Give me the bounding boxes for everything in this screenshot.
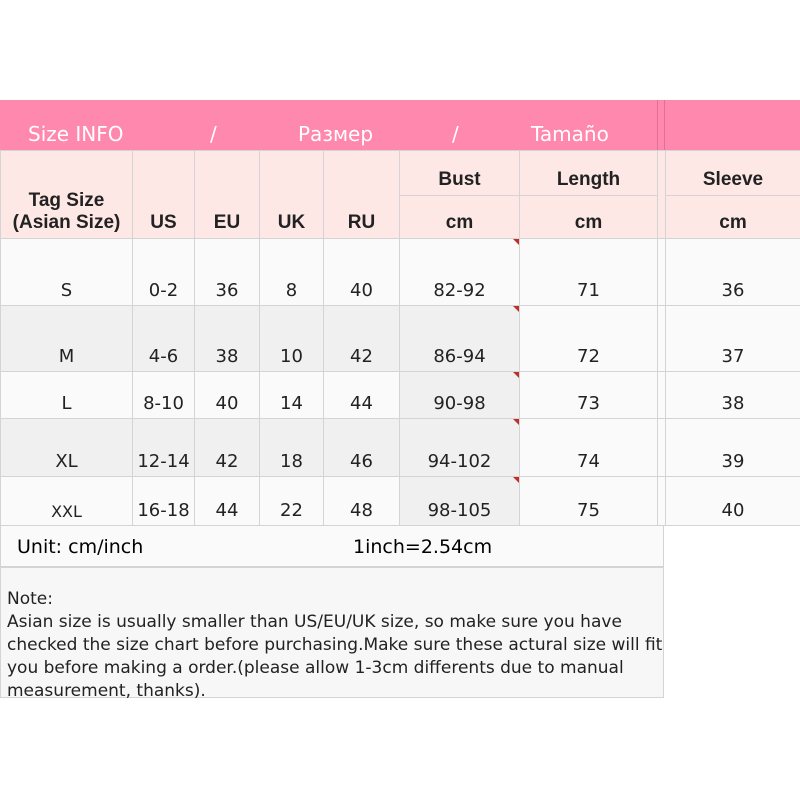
- cell-uk: 22: [259, 476, 324, 526]
- cell-ru: 48: [323, 476, 400, 526]
- cell-us: 0-2: [132, 238, 195, 306]
- divider: [657, 418, 666, 477]
- header-length: Length: [519, 150, 658, 196]
- cell-length: 72: [519, 305, 658, 372]
- cell-ru: 40: [323, 238, 400, 306]
- cell-uk: 14: [259, 371, 324, 419]
- table-row: S 0-2 36 8 40 82-92 71 36: [0, 238, 800, 306]
- banner-sep: /: [210, 122, 217, 146]
- cell-tag: M: [0, 305, 133, 372]
- cell-bust: 82-92: [399, 238, 520, 306]
- table-row: M 4-6 38 10 42 86-94 72 37: [0, 305, 800, 372]
- cell-us: 12-14: [132, 418, 195, 477]
- cell-eu: 36: [194, 238, 260, 306]
- divider: [657, 305, 666, 372]
- header-us: US: [132, 150, 195, 239]
- cell-eu: 40: [194, 371, 260, 419]
- cell-ru: 46: [323, 418, 400, 477]
- unit-conversion: 1inch=2.54cm: [353, 536, 493, 558]
- divider: [657, 150, 666, 239]
- note-body: Asian size is usually smaller than US/EU…: [7, 612, 663, 701]
- header-length-unit: cm: [519, 195, 658, 239]
- size-info-banner: Size INFO / Размер / Tamaño: [0, 100, 800, 150]
- cell-uk: 10: [259, 305, 324, 372]
- table-row: XXL 16-18 44 22 48 98-105 75 40: [0, 476, 800, 526]
- unit-label: Unit: cm/inch: [17, 536, 144, 558]
- cell-bust: 86-94: [399, 305, 520, 372]
- size-table: Tag Size (Asian Size) US EU UK RU Bust Le…: [0, 150, 800, 526]
- table-row: L 8-10 40 14 44 90-98 73 38: [0, 371, 800, 419]
- cell-length: 74: [519, 418, 658, 477]
- banner-es: Tamaño: [531, 122, 609, 146]
- cell-ru: 42: [323, 305, 400, 372]
- cell-length: 73: [519, 371, 658, 419]
- header-ru: RU: [323, 150, 400, 239]
- cell-uk: 18: [259, 418, 324, 477]
- unit-row: cm cm cm: [1, 195, 800, 239]
- header-sleeve: Sleeve: [665, 150, 800, 196]
- cell-length: 71: [519, 238, 658, 306]
- header-sleeve-unit: cm: [665, 195, 800, 239]
- divider: [657, 371, 666, 419]
- cell-tag: XXL: [0, 476, 133, 526]
- header-eu: EU: [194, 150, 260, 239]
- cell-bust: 94-102: [399, 418, 520, 477]
- banner-ru: Размер: [298, 122, 374, 146]
- header-uk: UK: [259, 150, 324, 239]
- cell-sleeve: 36: [665, 238, 800, 306]
- header-bust-unit: cm: [399, 195, 520, 239]
- cell-sleeve: 38: [665, 371, 800, 419]
- cell-length: 75: [519, 476, 658, 526]
- divider: [657, 238, 666, 306]
- unit-row: Unit: cm/inch 1inch=2.54cm: [0, 525, 664, 567]
- cell-bust: 90-98: [399, 371, 520, 419]
- cell-ru: 44: [323, 371, 400, 419]
- cell-eu: 42: [194, 418, 260, 477]
- cell-tag: XL: [0, 418, 133, 477]
- cell-bust: 98-105: [399, 476, 520, 526]
- cell-uk: 8: [259, 238, 324, 306]
- header-tag: Tag Size (Asian Size): [0, 150, 133, 239]
- header-bust: Bust: [399, 150, 520, 196]
- cell-us: 8-10: [132, 371, 195, 419]
- header-row: Tag Size (Asian Size) US EU UK RU Bust Le…: [0, 150, 800, 239]
- cell-eu: 44: [194, 476, 260, 526]
- table-row: XL 12-14 42 18 46 94-102 74 39: [0, 418, 800, 477]
- note-title: Note:: [7, 589, 53, 609]
- cell-sleeve: 39: [665, 418, 800, 477]
- cell-us: 4-6: [132, 305, 195, 372]
- divider: [657, 100, 665, 150]
- banner-title: Size INFO: [28, 122, 124, 146]
- cell-sleeve: 40: [665, 476, 800, 526]
- cell-eu: 38: [194, 305, 260, 372]
- cell-tag: S: [0, 238, 133, 306]
- banner-sep: /: [452, 122, 459, 146]
- note: Note: Asian size is usually smaller than…: [0, 567, 664, 701]
- cell-us: 16-18: [132, 476, 195, 526]
- divider: [657, 476, 666, 526]
- cell-sleeve: 37: [665, 305, 800, 372]
- cell-tag: L: [0, 371, 133, 419]
